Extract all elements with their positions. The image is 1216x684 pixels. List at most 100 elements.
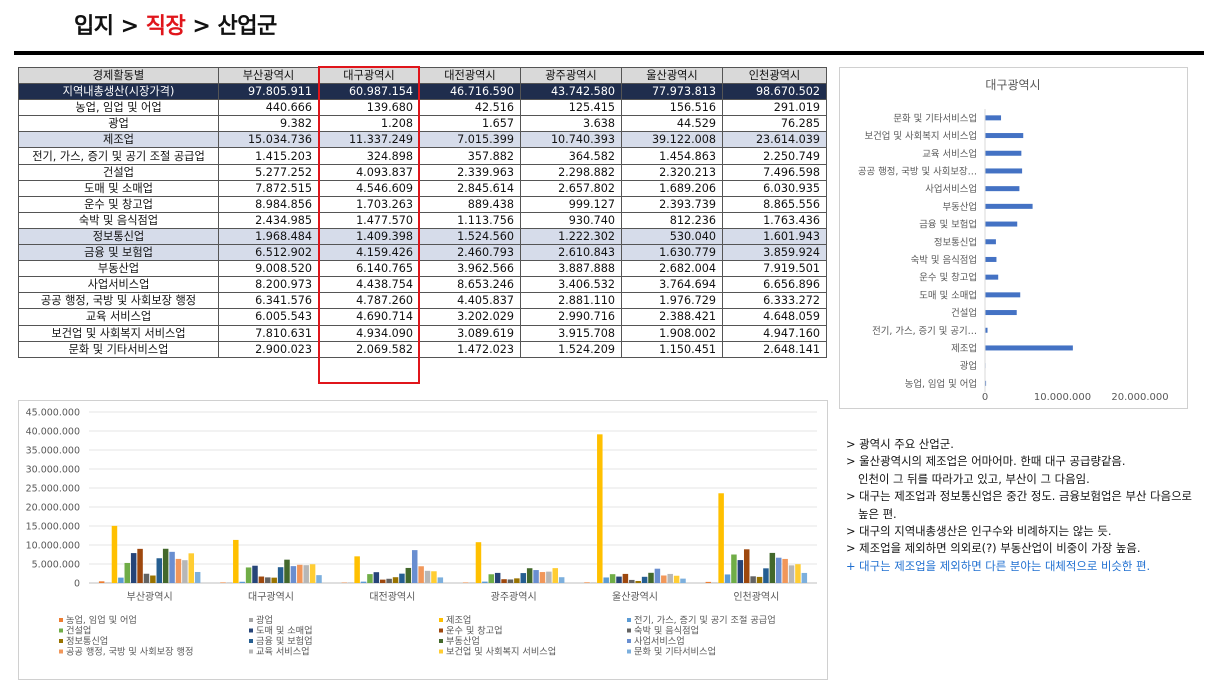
column-header: 경제활동별	[18, 66, 219, 85]
bar	[137, 548, 143, 583]
row-label: 보건업 및 사회복지 서비스업	[18, 324, 219, 342]
legend-label: 숙박 및 음식점업	[634, 625, 699, 637]
category-label: 부산광역시	[127, 591, 173, 603]
note-line: > 대구는 제조업과 정보통신업은 중간 정도. 금융보험업은 부산 다음으로	[846, 489, 1193, 504]
bar	[603, 577, 609, 583]
bar	[750, 576, 756, 583]
row-label: 건설업	[18, 163, 219, 181]
table-cell: 9.008.520	[218, 260, 319, 278]
category-label: 숙박 및 음식점업	[911, 254, 977, 266]
table-cell: 2.434.985	[218, 211, 319, 229]
row-label: 사업서비스업	[18, 276, 219, 294]
bar	[297, 564, 303, 583]
y-tick-label: 35.000.000	[26, 446, 80, 457]
bar	[220, 582, 226, 583]
bar	[985, 345, 1073, 351]
table-cell: 1.703.263	[318, 195, 420, 213]
bar	[705, 581, 712, 583]
legend-swatch	[59, 649, 63, 654]
row-label: 문화 및 기타서비스업	[18, 340, 219, 358]
table-cell: 930.740	[520, 211, 622, 229]
legend-swatch	[249, 628, 253, 633]
y-tick-label: 0	[74, 579, 80, 590]
bar	[354, 556, 360, 583]
column-header: 대전광역시	[419, 66, 521, 85]
table-cell: 1.477.570	[318, 211, 420, 229]
legend-swatch	[439, 618, 443, 622]
table-row: 부동산업 9.008.520 6.140.765 3.962.566 3.887.888…	[18, 260, 827, 278]
row-label: 운수 및 창고업	[18, 195, 219, 213]
table-cell: 3.887.888	[520, 260, 622, 278]
bar	[985, 203, 1033, 209]
bar	[985, 256, 997, 262]
bar	[718, 493, 724, 583]
bar	[233, 539, 239, 583]
y-tick-label: 10.000.000	[26, 541, 80, 552]
bar	[386, 578, 392, 583]
bar	[258, 576, 265, 583]
bar	[520, 573, 527, 583]
legend-swatch	[59, 628, 63, 633]
bar	[475, 542, 482, 583]
table-cell: 15.034.736	[218, 131, 319, 149]
table-row: 운수 및 창고업 8.984.856 1.703.263 889.438 999.127…	[18, 195, 827, 213]
table-cell: 4.159.426	[318, 244, 420, 262]
table-cell: 1.454.863	[621, 147, 723, 165]
table-cell: 98.670.502	[722, 83, 827, 101]
notes-panel: > 광역시 주요 산업군. > 울산광역시의 제조업은 어마어마. 한때 대구 공…	[846, 436, 1206, 575]
table-cell: 3.202.029	[419, 308, 521, 326]
bar	[985, 168, 1023, 174]
category-label: 광주광역시	[491, 591, 537, 603]
title-part-industry: > 산업군	[192, 14, 277, 39]
table-cell: 6.140.765	[318, 260, 420, 278]
table-cell: 1.763.436	[722, 211, 827, 229]
table-cell: 4.546.609	[318, 179, 420, 197]
legend-label: 도매 및 소매업	[256, 625, 313, 637]
city-industry-chart: 0 5.000.000 10.000.000 15.000.000 20.000.000…	[18, 400, 828, 680]
table-cell: 2.657.802	[520, 179, 622, 197]
legend-swatch	[59, 618, 63, 622]
bar	[629, 579, 635, 583]
category-label: 농업, 임업 및 어업	[905, 378, 977, 390]
category-label: 공공 행정, 국방 및 사회보장…	[858, 165, 977, 177]
bar	[616, 576, 622, 583]
table-cell: 139.680	[318, 99, 420, 117]
table-cell: 6.341.576	[218, 292, 319, 310]
table-cell: 530.040	[621, 227, 723, 246]
legend-swatch	[627, 618, 631, 622]
row-label: 전기, 가스, 증기 및 공기 조절 공급업	[18, 147, 219, 165]
table-cell: 60.987.154	[318, 83, 420, 101]
bar	[418, 566, 424, 583]
table-cell: 4.787.260	[318, 292, 420, 310]
bar	[169, 551, 175, 583]
table-cell: 4.947.160	[722, 324, 827, 342]
table-cell: 7.015.399	[419, 131, 521, 149]
table-cell: 3.764.694	[621, 276, 723, 294]
table-cell: 1.657	[419, 115, 521, 133]
table-cell: 1.208	[318, 115, 420, 133]
bar	[265, 577, 271, 583]
table-cell: 889.438	[419, 195, 521, 213]
bar	[661, 575, 667, 583]
y-tick-label: 15.000.000	[26, 522, 80, 533]
bar	[724, 574, 731, 583]
note-line: > 울산광역시의 제조업은 어마어마. 한때 대구 공급량같음.	[846, 454, 1126, 469]
table-cell: 440.666	[218, 99, 319, 117]
bar	[667, 573, 673, 583]
bar	[143, 573, 150, 583]
category-label: 울산광역시	[612, 591, 658, 603]
page-title: 입지 > 직장 > 산업군	[74, 8, 277, 40]
table-cell: 2.682.004	[621, 260, 723, 278]
bar	[731, 554, 737, 583]
table-cell: 4.438.754	[318, 276, 420, 294]
legend-swatch	[249, 649, 253, 654]
table-cell: 156.516	[621, 99, 723, 117]
city-industry-chart-svg: 0 5.000.000 10.000.000 15.000.000 20.000.000…	[26, 408, 817, 658]
bar	[437, 577, 444, 583]
table-cell: 1.150.451	[621, 340, 723, 358]
table-cell: 3.638	[520, 115, 622, 133]
legend-label: 광업	[256, 614, 273, 626]
bar	[124, 562, 131, 583]
column-header: 광주광역시	[520, 66, 622, 85]
note-line: 인천이 그 뒤를 따라가고 있고, 부산이 그 다음임.	[858, 471, 1090, 486]
